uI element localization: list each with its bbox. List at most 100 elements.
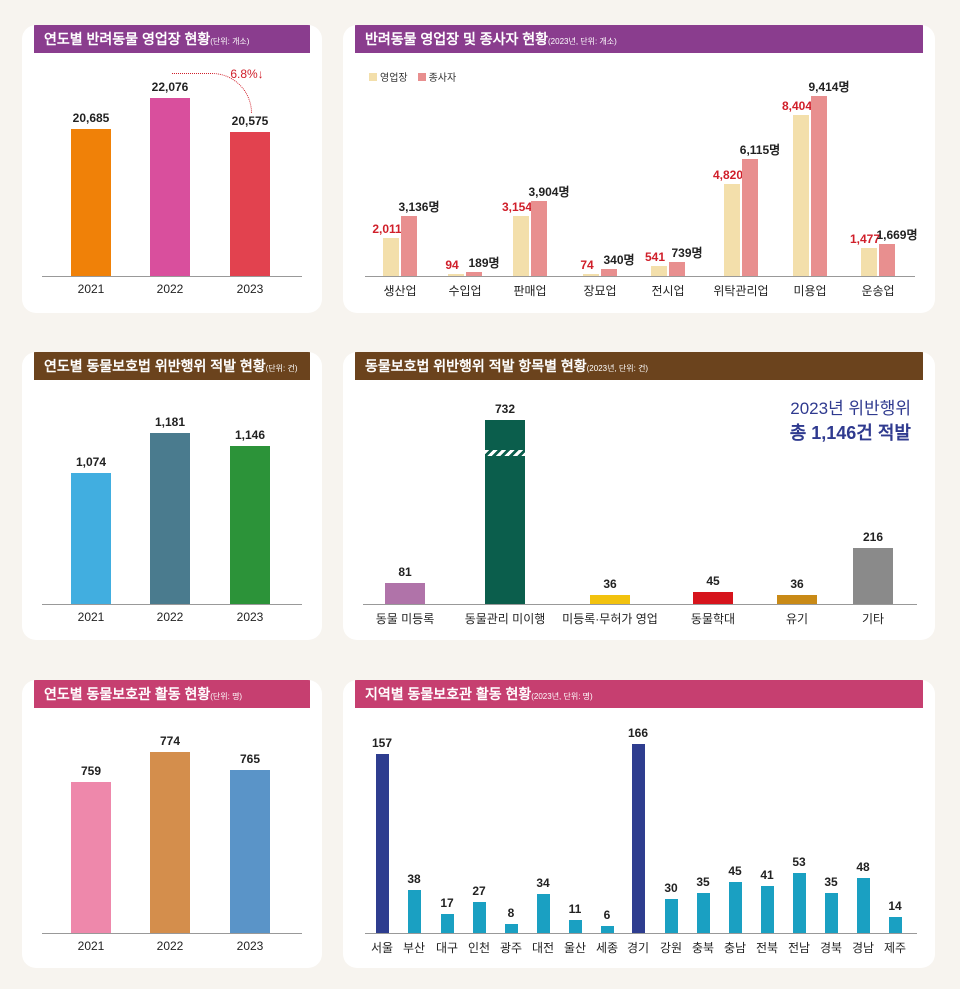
bar-employees: [601, 269, 617, 276]
category-label: 판매업: [513, 284, 547, 298]
bar: [536, 894, 550, 933]
category-label: 세종: [595, 941, 619, 955]
value-label: 1,074: [75, 455, 107, 470]
panel-yearly-pet-business: 연도별 반려동물 영업장 현황(단위: 개소) 20,685 2021 22,076…: [22, 25, 322, 313]
category-label: 운송업: [861, 284, 895, 298]
break-mark-icon: [485, 450, 525, 456]
value-label: 41: [760, 868, 774, 883]
value-label: 14: [888, 899, 902, 914]
category-label: 2021: [77, 282, 105, 296]
value-label: 3,904명: [528, 185, 570, 200]
bar-businesses: [513, 215, 529, 276]
value-label: 340명: [603, 253, 635, 268]
value-label: 30: [664, 880, 678, 895]
bar-employees: [531, 201, 547, 276]
chart-unit: (2023년, 단위: 명): [531, 692, 593, 701]
bar: [385, 582, 425, 604]
legend-swatch: [369, 73, 377, 81]
chart-area: 759 2021 774 2022 765 2023: [22, 680, 322, 968]
bar-businesses: [651, 265, 667, 276]
bar: [407, 889, 421, 933]
category-label: 위탁관리업: [713, 284, 769, 298]
bar: [504, 923, 518, 933]
value-label: 81: [398, 564, 412, 579]
panel-yearly-inspectors: 연도별 동물보호관 활동 현황(단위: 명) 759 2021 774 2022 765…: [22, 680, 322, 968]
category-label: 전시업: [651, 284, 685, 298]
bar: [888, 917, 902, 933]
legend-label: 종사자: [428, 73, 457, 84]
legend: 영업장 종사자: [369, 69, 456, 84]
category-label: 미용업: [793, 284, 827, 298]
category-label: 2022: [156, 282, 184, 296]
chart-title: 연도별 동물보호관 활동 현황: [44, 686, 211, 702]
category-label: 대구: [435, 941, 459, 955]
baseline: [365, 276, 915, 277]
bar: [777, 594, 817, 604]
chart-area: 157 서울 38 부산 17 대구 27 인천 8 광주 34 대전 11 울산 6 세종 166 경기 30 강원…: [343, 680, 935, 968]
chart-area: 1,074 2021 1,181 2022 1,146 2023: [22, 352, 322, 640]
value-label: 9,414명: [808, 80, 850, 94]
value-label: 759: [80, 764, 102, 778]
bar: [824, 893, 838, 933]
bar: [150, 433, 190, 604]
category-label: 부산: [402, 941, 426, 955]
value-label: 45: [728, 863, 742, 878]
bar: [631, 743, 645, 933]
category-label: 전북: [755, 941, 779, 955]
category-label: 충북: [691, 941, 715, 955]
baseline: [42, 933, 302, 934]
panel-header: 동물보호법 위반행위 적발 항목별 현황(2023년, 단위: 건): [355, 352, 923, 380]
bar: [664, 898, 678, 933]
category-label: 대전: [531, 941, 555, 955]
bar-employees: [669, 261, 685, 276]
value-label: 4,820: [712, 167, 744, 182]
value-label: 765: [239, 752, 261, 766]
category-label: 경기: [626, 941, 650, 955]
value-label: 166: [627, 725, 649, 740]
category-label: 유기: [785, 612, 809, 626]
bar: [693, 592, 733, 604]
value-label: 3,154: [501, 199, 533, 214]
value-label: 34: [536, 876, 550, 891]
category-label: 생산업: [383, 284, 417, 298]
bar: [230, 770, 270, 933]
bar: [856, 878, 870, 933]
bar: [71, 473, 111, 604]
value-label: 3,136명: [398, 200, 440, 215]
value-label: 1,146: [234, 428, 266, 443]
bar-businesses: [793, 115, 809, 276]
category-label: 경남: [851, 941, 875, 955]
legend-item: 영업장: [369, 69, 408, 84]
value-label: 36: [603, 576, 617, 591]
category-label: 동물관리 미이행: [464, 612, 546, 626]
bar: [472, 902, 486, 933]
value-label: 48: [856, 860, 870, 875]
category-label: 기타: [861, 612, 885, 626]
value-label: 38: [407, 871, 421, 886]
value-label: 35: [696, 875, 710, 890]
bar: [230, 131, 270, 276]
chart-title: 동물보호법 위반행위 적발 항목별 현황: [365, 358, 587, 374]
legend-item: 종사자: [417, 69, 457, 84]
bar: [230, 446, 270, 604]
total-line1: 2023년 위반행위: [790, 399, 911, 418]
value-label: 74: [580, 258, 594, 272]
value-label: 732: [494, 402, 516, 416]
panel-header: 지역별 동물보호관 활동 현황(2023년, 단위: 명): [355, 680, 923, 708]
baseline: [42, 276, 302, 277]
bar-employees: [466, 272, 482, 276]
value-label: 17: [440, 895, 454, 910]
value-label: 53: [792, 854, 806, 869]
category-label: 경북: [819, 941, 843, 955]
bar: [696, 893, 710, 933]
category-label: 2022: [156, 610, 184, 624]
total-annotation: 2023년 위반행위 총 1,146건 적발: [790, 394, 911, 445]
value-label: 8: [507, 905, 515, 920]
category-label: 2023: [236, 939, 264, 953]
value-label: 541: [644, 249, 666, 264]
bar-employees: [742, 159, 758, 276]
category-label: 서울: [370, 941, 394, 955]
chart-title: 연도별 동물보호법 위반행위 적발 현황: [44, 358, 266, 374]
bar-employees: [811, 96, 827, 276]
baseline: [363, 604, 917, 605]
